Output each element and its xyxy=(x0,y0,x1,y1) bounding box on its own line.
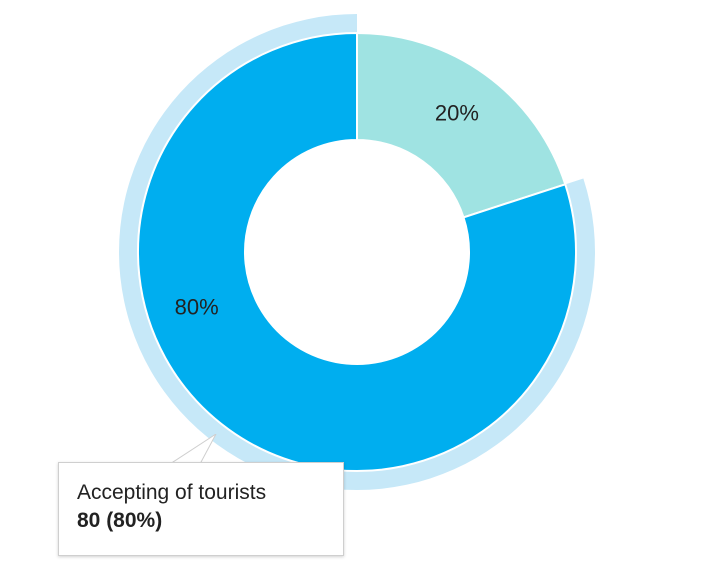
slice-label-1: 80% xyxy=(175,294,219,319)
tooltip-value: 80 (80%) xyxy=(77,509,163,532)
tooltip-pointer xyxy=(170,434,217,464)
donut-slice-0[interactable] xyxy=(356,31,567,219)
tooltip: Accepting of tourists 80 (80%) xyxy=(58,462,344,556)
slice-label-0: 20% xyxy=(435,100,479,125)
slice-layer xyxy=(137,31,577,472)
donut-slice-1[interactable] xyxy=(137,31,577,472)
tooltip-series-name: Accepting of tourists xyxy=(77,481,267,504)
slice-label-layer: 20% 80% xyxy=(175,100,479,319)
